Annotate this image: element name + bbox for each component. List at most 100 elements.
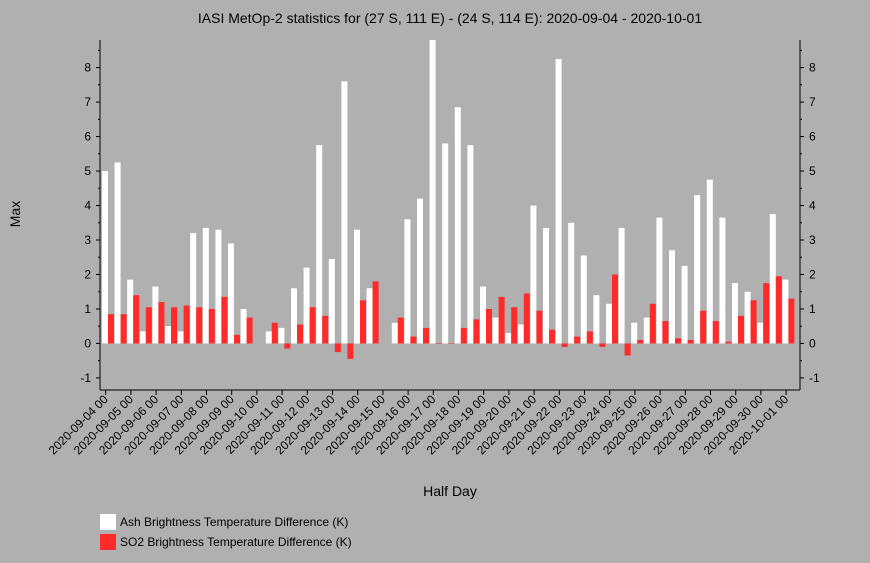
so2-bar-38 bbox=[586, 331, 593, 344]
ash-bar-41 bbox=[618, 227, 625, 344]
ash-bar-33 bbox=[517, 324, 524, 344]
ash-bar-35 bbox=[543, 227, 549, 344]
ash-bar-26 bbox=[429, 40, 436, 344]
bars-layer bbox=[102, 40, 795, 359]
ash-bar-10 bbox=[228, 243, 234, 344]
so2-bar-10 bbox=[234, 334, 240, 344]
ash-bar-6 bbox=[177, 331, 184, 344]
ash-bar-0 bbox=[102, 171, 108, 344]
so2-bar-3 bbox=[145, 307, 152, 344]
ash-bar-8 bbox=[202, 227, 209, 344]
so2-bar-30 bbox=[486, 308, 492, 344]
so2-bar-45 bbox=[675, 338, 681, 344]
so2-bar-16 bbox=[309, 307, 316, 344]
so2-bar-9 bbox=[221, 296, 228, 344]
y-tick-label-left: 6 bbox=[84, 130, 91, 144]
ash-bar-34 bbox=[530, 205, 537, 344]
ash-bar-9 bbox=[215, 229, 222, 344]
ash-bar-23 bbox=[391, 322, 398, 344]
ash-bar-37 bbox=[568, 222, 575, 344]
so2-bar-32 bbox=[511, 307, 518, 344]
so2-bar-15 bbox=[297, 324, 303, 344]
legend-label-so2: SO2 Brightness Temperature Difference (K… bbox=[120, 535, 352, 549]
so2-bar-26 bbox=[435, 343, 442, 344]
so2-bar-28 bbox=[460, 327, 467, 344]
so2-bar-44 bbox=[662, 321, 669, 344]
ash-bar-29 bbox=[467, 145, 474, 344]
legend-label-ash: Ash Brightness Temperature Difference (K… bbox=[120, 515, 349, 529]
so2-bar-23 bbox=[397, 317, 404, 344]
so2-bar-51 bbox=[750, 300, 757, 344]
x-axis-label: Half Day bbox=[423, 483, 477, 499]
ash-bar-50 bbox=[732, 283, 738, 344]
ash-bar-5 bbox=[165, 326, 171, 344]
so2-bar-52 bbox=[763, 283, 770, 344]
ash-bar-3 bbox=[139, 331, 146, 344]
ash-bar-15 bbox=[291, 288, 297, 344]
so2-bar-37 bbox=[574, 336, 581, 344]
so2-bar-27 bbox=[448, 343, 455, 344]
so2-bar-2 bbox=[133, 295, 140, 344]
so2-bar-14 bbox=[284, 343, 291, 349]
y-tick-label-left: 1 bbox=[84, 302, 91, 316]
so2-bar-43 bbox=[649, 303, 656, 344]
y-tick-label-left: 7 bbox=[84, 95, 91, 109]
ash-bar-18 bbox=[328, 258, 335, 344]
ash-bar-43 bbox=[643, 317, 650, 344]
ash-bar-27 bbox=[442, 143, 449, 344]
chart-title: IASI MetOp-2 statistics for (27 S, 111 E… bbox=[198, 10, 702, 26]
so2-bar-17 bbox=[322, 315, 329, 344]
y-tick-label-right: 5 bbox=[809, 164, 816, 178]
so2-bar-7 bbox=[196, 307, 203, 344]
so2-bar-50 bbox=[738, 315, 744, 344]
y-tick-label-left: 8 bbox=[84, 61, 91, 75]
ash-bar-19 bbox=[341, 81, 348, 344]
so2-bar-47 bbox=[700, 310, 707, 344]
so2-bar-1 bbox=[120, 314, 127, 344]
ash-bar-4 bbox=[152, 286, 159, 344]
y-tick-label-right: 7 bbox=[809, 95, 816, 109]
so2-bar-29 bbox=[473, 319, 480, 344]
ash-bar-52 bbox=[757, 322, 764, 344]
y-tick-label-left: 0 bbox=[84, 336, 91, 350]
so2-bar-8 bbox=[208, 308, 215, 344]
ash-bar-53 bbox=[769, 214, 776, 344]
y-tick-label-right: 2 bbox=[809, 267, 816, 281]
so2-bar-19 bbox=[347, 343, 354, 359]
so2-bar-36 bbox=[561, 343, 568, 347]
so2-bar-24 bbox=[410, 336, 417, 344]
legend-item-ash: Ash Brightness Temperature Difference (K… bbox=[100, 512, 352, 532]
y-tick-label-right: 0 bbox=[809, 336, 816, 350]
so2-bar-35 bbox=[549, 329, 555, 344]
y-tick-label-right: 8 bbox=[809, 61, 816, 75]
y-tick-label-left: 5 bbox=[84, 164, 91, 178]
so2-bar-5 bbox=[171, 307, 177, 344]
legend-item-so2: SO2 Brightness Temperature Difference (K… bbox=[100, 532, 352, 552]
so2-bar-11 bbox=[246, 317, 253, 344]
ash-bar-51 bbox=[744, 291, 751, 344]
y-tick-label-right: 4 bbox=[809, 199, 816, 213]
legend: Ash Brightness Temperature Difference (K… bbox=[100, 512, 352, 552]
so2-bar-6 bbox=[183, 305, 190, 344]
ash-bar-21 bbox=[366, 288, 373, 344]
ash-bar-11 bbox=[240, 308, 247, 344]
ash-bar-30 bbox=[480, 286, 486, 344]
ash-bar-49 bbox=[719, 217, 726, 344]
y-tick-label-left: 4 bbox=[84, 199, 91, 213]
y-tick-label-right: 1 bbox=[809, 302, 816, 316]
ash-bar-45 bbox=[669, 250, 675, 344]
so2-bar-13 bbox=[271, 322, 278, 344]
ash-bar-48 bbox=[706, 179, 713, 344]
so2-bar-33 bbox=[523, 293, 530, 344]
so2-bar-20 bbox=[360, 300, 366, 344]
ash-bar-38 bbox=[580, 255, 587, 344]
y-tick-label-left: 3 bbox=[84, 233, 91, 247]
ash-bar-16 bbox=[303, 267, 310, 344]
ash-bar-46 bbox=[681, 265, 688, 344]
ash-bar-39 bbox=[593, 295, 600, 344]
so2-bar-40 bbox=[612, 274, 618, 344]
legend-swatch-so2 bbox=[100, 534, 116, 550]
so2-bar-25 bbox=[423, 327, 429, 344]
